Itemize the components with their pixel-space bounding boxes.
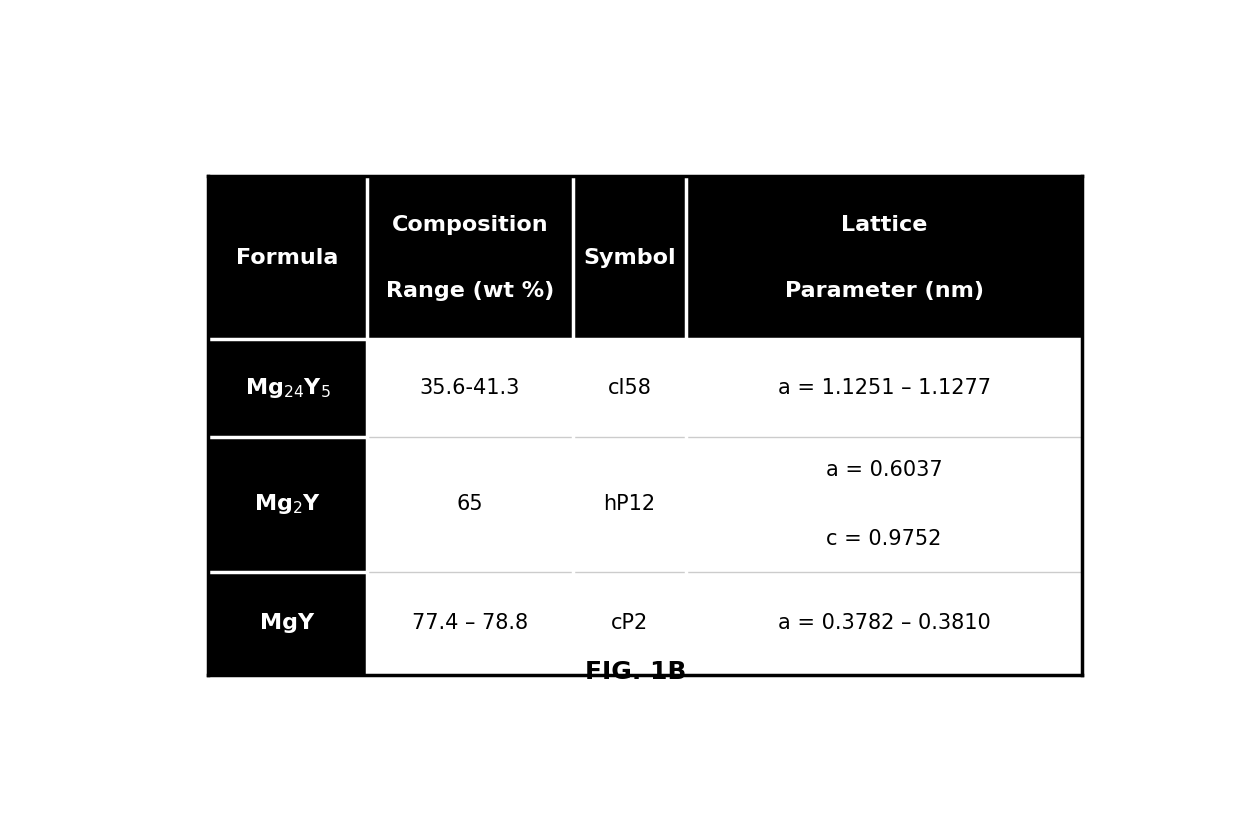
Text: 77.4 – 78.8: 77.4 – 78.8 [412,614,528,633]
Text: a = 0.3782 – 0.3810: a = 0.3782 – 0.3810 [777,614,991,633]
Text: a = 1.1251 – 1.1277: a = 1.1251 – 1.1277 [777,378,991,398]
Text: hP12: hP12 [604,494,656,514]
Text: Symbol: Symbol [583,248,676,268]
Text: cP2: cP2 [611,614,649,633]
Bar [208,176,1083,675]
Text: MgY: MgY [260,614,315,633]
Text: Formula: Formula [237,248,339,268]
Text: 35.6-41.3: 35.6-41.3 [419,378,520,398]
Text: 65: 65 [456,494,484,514]
Text: cI58: cI58 [608,378,651,398]
Bar [367,571,1083,675]
Text: Composition

Range (wt %): Composition Range (wt %) [386,215,554,301]
Text: FIG. 1B: FIG. 1B [585,660,686,684]
Text: Mg$_2$Y: Mg$_2$Y [254,492,321,516]
Text: Mg$_{24}$Y$_5$: Mg$_{24}$Y$_5$ [244,376,330,400]
Text: a = 0.6037

c = 0.9752: a = 0.6037 c = 0.9752 [826,460,942,548]
Bar [367,339,1083,437]
Bar [367,437,1083,571]
Text: Lattice

Parameter (nm): Lattice Parameter (nm) [785,215,983,301]
